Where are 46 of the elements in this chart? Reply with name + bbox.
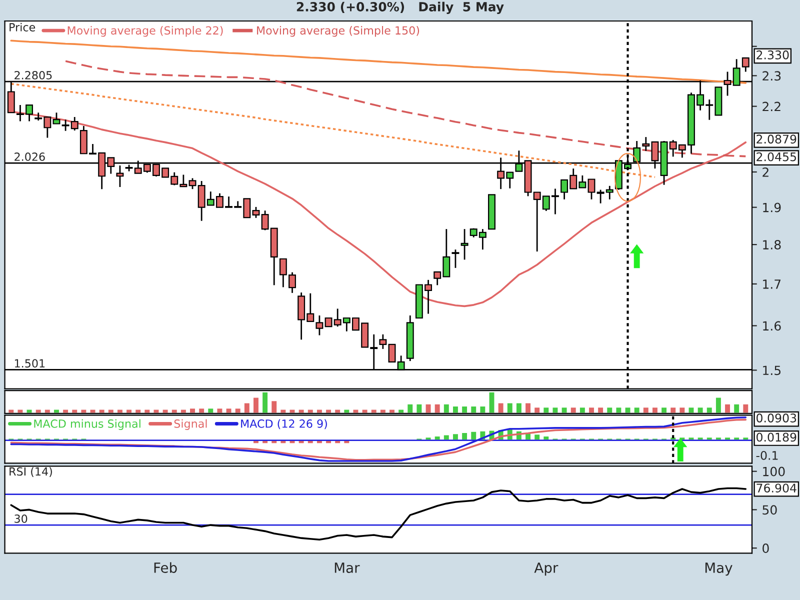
legend-label: MACD minus Signal bbox=[34, 419, 140, 430]
y-tick-label: 2 bbox=[762, 167, 768, 177]
ref-line-label: 2.2805 bbox=[14, 70, 52, 80]
candlestick bbox=[388, 344, 396, 363]
candlestick bbox=[52, 112, 60, 124]
candlestick bbox=[742, 57, 750, 72]
y-tick-label: 50 bbox=[762, 505, 777, 515]
text: -0.1 bbox=[756, 450, 778, 460]
candlestick bbox=[452, 248, 460, 269]
candlestick bbox=[724, 71, 732, 96]
legend-label: Moving average (Simple 22) bbox=[68, 26, 223, 37]
x-tick-label: Mar bbox=[334, 562, 360, 573]
candlestick bbox=[252, 206, 260, 219]
chart-title: 2.330 (+0.30%) Daily 5 May bbox=[296, 2, 504, 14]
y-axis-title: Price bbox=[10, 22, 36, 32]
ref-line-label: 2.026 bbox=[14, 152, 45, 161]
y-tick-label: 1.8 bbox=[763, 240, 781, 250]
text: 0.0189 bbox=[756, 432, 796, 442]
y-tick-label: 1.7 bbox=[763, 280, 781, 289]
text: 2.330 bbox=[756, 50, 789, 60]
ref-line-label: 1.501 bbox=[14, 359, 45, 368]
x-tick-label: May bbox=[705, 562, 732, 576]
candlestick bbox=[316, 314, 324, 336]
line-series bbox=[10, 487, 747, 541]
y-tick-label: 0 bbox=[762, 544, 769, 553]
y-tick-label: 2.3 bbox=[762, 71, 781, 81]
text: 0.0903 bbox=[756, 414, 796, 422]
legend-label: Signal bbox=[174, 419, 207, 430]
legend-label: Moving average (Simple 150) bbox=[257, 26, 420, 37]
y-tick-label: 100 bbox=[763, 466, 785, 476]
ref-line-label: 30 bbox=[14, 514, 28, 523]
y-tick-label: 1.5 bbox=[763, 366, 781, 376]
text: 2.0879 bbox=[756, 134, 796, 144]
text: 76.904 bbox=[756, 484, 796, 493]
y-tick-label: 2.2 bbox=[762, 102, 780, 112]
candlestick bbox=[188, 178, 196, 190]
chart-title: RSI (14) bbox=[10, 467, 52, 477]
y-tick-label: 1.6 bbox=[763, 321, 781, 331]
text: 2.0455 bbox=[756, 152, 796, 162]
x-tick-label: Feb bbox=[154, 562, 177, 573]
y-tick-label: 1.9 bbox=[763, 202, 781, 212]
candlestick bbox=[588, 178, 596, 200]
candlestick bbox=[460, 228, 468, 260]
legend-label: MACD (12 26 9) bbox=[241, 419, 327, 430]
x-tick-label: Apr bbox=[534, 562, 558, 576]
candlestick bbox=[379, 334, 387, 350]
